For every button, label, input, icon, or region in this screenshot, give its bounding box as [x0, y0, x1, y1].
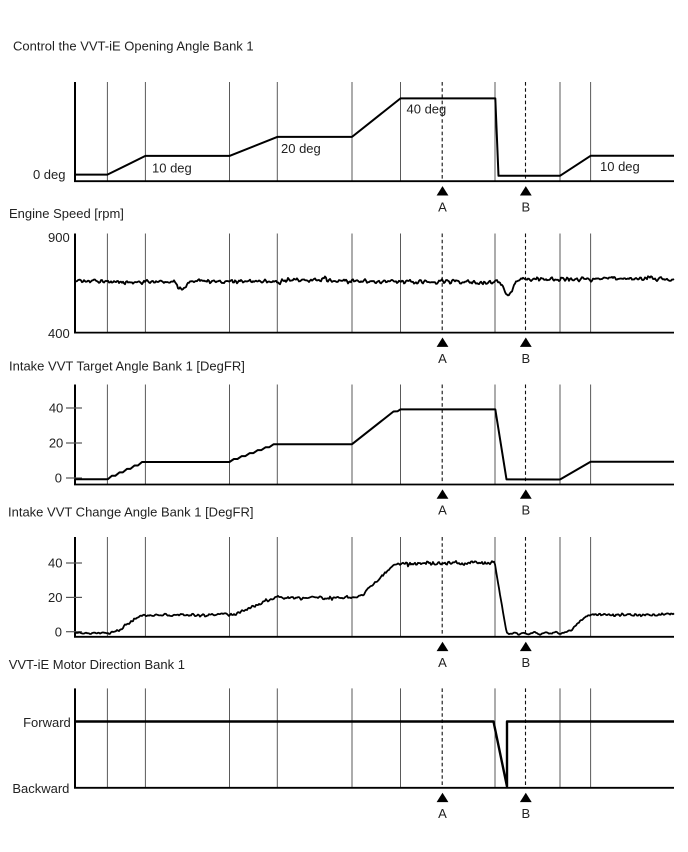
svg-text:0: 0 — [55, 471, 62, 486]
svg-text:40 deg: 40 deg — [407, 102, 447, 117]
svg-text:VVT-iE Motor Direction Bank 1: VVT-iE Motor Direction Bank 1 — [9, 657, 185, 672]
svg-text:Forward: Forward — [23, 715, 71, 730]
svg-text:20 deg: 20 deg — [281, 141, 321, 156]
svg-text:A: A — [438, 199, 447, 214]
svg-text:B: B — [521, 806, 530, 821]
svg-text:Intake VVT Change Angle Bank 1: Intake VVT Change Angle Bank 1 [DegFR] — [8, 504, 253, 519]
svg-text:Control the VVT-iE Opening Ang: Control the VVT-iE Opening Angle Bank 1 — [13, 39, 254, 54]
svg-text:400: 400 — [48, 326, 70, 341]
svg-text:A: A — [438, 806, 447, 821]
svg-text:Intake VVT Target Angle Bank 1: Intake VVT Target Angle Bank 1 [DegFR] — [9, 359, 245, 374]
svg-text:A: A — [438, 351, 447, 366]
svg-text:10 deg: 10 deg — [152, 160, 192, 175]
svg-text:0: 0 — [55, 624, 62, 639]
svg-text:Backward: Backward — [12, 781, 69, 796]
svg-text:10 deg: 10 deg — [600, 159, 640, 174]
svg-text:20: 20 — [48, 590, 62, 605]
svg-text:40: 40 — [49, 401, 63, 416]
svg-text:Engine Speed [rpm]: Engine Speed [rpm] — [9, 206, 124, 221]
svg-text:0 deg: 0 deg — [33, 167, 66, 182]
svg-text:20: 20 — [49, 436, 63, 451]
svg-text:B: B — [521, 503, 530, 518]
svg-text:B: B — [521, 351, 530, 366]
svg-text:900: 900 — [48, 230, 70, 245]
svg-text:B: B — [521, 199, 530, 214]
svg-text:40: 40 — [48, 556, 62, 571]
svg-text:A: A — [438, 655, 447, 670]
svg-text:A: A — [438, 503, 447, 518]
svg-text:B: B — [521, 655, 530, 670]
